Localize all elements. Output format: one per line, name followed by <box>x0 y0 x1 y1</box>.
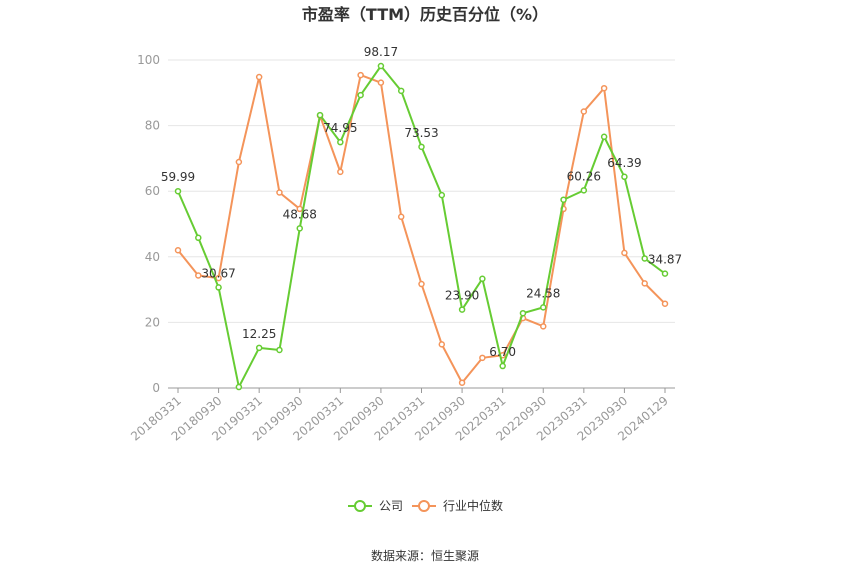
data-point-0[interactable] <box>499 362 506 370</box>
data-point-0[interactable] <box>458 306 466 313</box>
data-label: 48.68 <box>283 207 317 221</box>
data-label: 98.17 <box>364 45 398 59</box>
legend[interactable]: 公司 行业中位数 <box>348 498 503 513</box>
data-point-1[interactable] <box>276 189 283 196</box>
data-point-1[interactable] <box>337 168 344 176</box>
data-point-0[interactable] <box>418 143 425 151</box>
data-label: 73.53 <box>404 126 438 140</box>
y-tick-label: 80 <box>145 119 160 133</box>
legend-label: 公司 <box>379 499 403 513</box>
data-point-0[interactable] <box>255 344 263 352</box>
data-point-1[interactable] <box>621 249 628 257</box>
data-point-0[interactable] <box>641 255 648 262</box>
data-label: 30.67 <box>201 266 235 280</box>
grid-lines <box>168 59 675 323</box>
series-lines <box>174 62 669 391</box>
source-note: 数据来源：恒生聚源 <box>371 548 479 563</box>
legend-item-0[interactable]: 公司 <box>348 499 403 513</box>
legend-item-1[interactable]: 行业中位数 <box>412 498 503 513</box>
legend-label: 行业中位数 <box>443 498 503 513</box>
legend-marker <box>418 500 430 512</box>
data-label: 74.95 <box>323 121 357 135</box>
data-point-1[interactable] <box>600 84 608 92</box>
data-point-1[interactable] <box>580 108 588 115</box>
data-point-0[interactable] <box>215 284 222 291</box>
data-point-0[interactable] <box>479 275 486 283</box>
data-point-1[interactable] <box>540 323 547 330</box>
data-label: 64.39 <box>607 156 641 170</box>
data-point-1[interactable] <box>377 79 385 86</box>
data-label: 12.25 <box>242 327 276 341</box>
data-point-0[interactable] <box>174 187 182 195</box>
y-tick-label: 20 <box>145 315 160 329</box>
data-point-0[interactable] <box>337 138 344 146</box>
data-labels: 59.99 30.67 12.25 48.68 74.95 98.17 73.53 23.90… <box>161 45 682 359</box>
data-point-0[interactable] <box>600 133 608 141</box>
data-label: 23.90 <box>445 289 479 303</box>
data-point-1[interactable] <box>641 280 648 287</box>
data-point-0[interactable] <box>377 62 385 70</box>
data-point-1[interactable] <box>215 274 222 282</box>
data-point-1[interactable] <box>661 300 669 307</box>
data-point-1[interactable] <box>174 246 182 254</box>
data-point-1[interactable] <box>418 280 425 288</box>
data-point-1[interactable] <box>255 73 263 81</box>
data-point-1[interactable] <box>235 158 243 166</box>
data-point-0[interactable] <box>276 346 283 354</box>
legend-marker <box>354 500 366 512</box>
data-point-0[interactable] <box>397 87 405 95</box>
data-point-1[interactable] <box>458 379 466 387</box>
data-point-0[interactable] <box>316 111 324 119</box>
data-point-0[interactable] <box>661 270 669 277</box>
data-label: 59.99 <box>161 170 195 184</box>
data-point-0[interactable] <box>519 309 527 317</box>
data-label: 60.26 <box>567 169 601 183</box>
data-label: 6.70 <box>489 345 516 359</box>
chart-title: 市盈率（TTM）历史百分位（%） <box>302 5 548 24</box>
y-tick-label: 40 <box>145 250 160 264</box>
data-point-0[interactable] <box>195 234 202 242</box>
axes: 0204060801002018033120180930201903312019… <box>128 53 675 444</box>
data-point-0[interactable] <box>621 173 628 181</box>
data-point-0[interactable] <box>296 225 303 232</box>
data-point-1[interactable] <box>438 341 446 348</box>
y-tick-label: 60 <box>145 184 160 198</box>
data-point-1[interactable] <box>357 71 364 79</box>
data-point-0[interactable] <box>357 91 364 99</box>
data-point-1[interactable] <box>479 354 486 362</box>
data-point-0[interactable] <box>540 304 547 311</box>
y-tick-label: 100 <box>137 53 160 67</box>
data-point-1[interactable] <box>195 272 202 279</box>
data-point-0[interactable] <box>235 383 243 391</box>
data-point-0[interactable] <box>560 196 567 203</box>
data-point-0[interactable] <box>438 191 446 199</box>
data-point-0[interactable] <box>580 187 588 194</box>
data-label: 24.58 <box>526 286 560 300</box>
data-label: 34.87 <box>648 253 682 267</box>
y-tick-label: 0 <box>152 381 160 395</box>
data-point-1[interactable] <box>397 213 405 221</box>
